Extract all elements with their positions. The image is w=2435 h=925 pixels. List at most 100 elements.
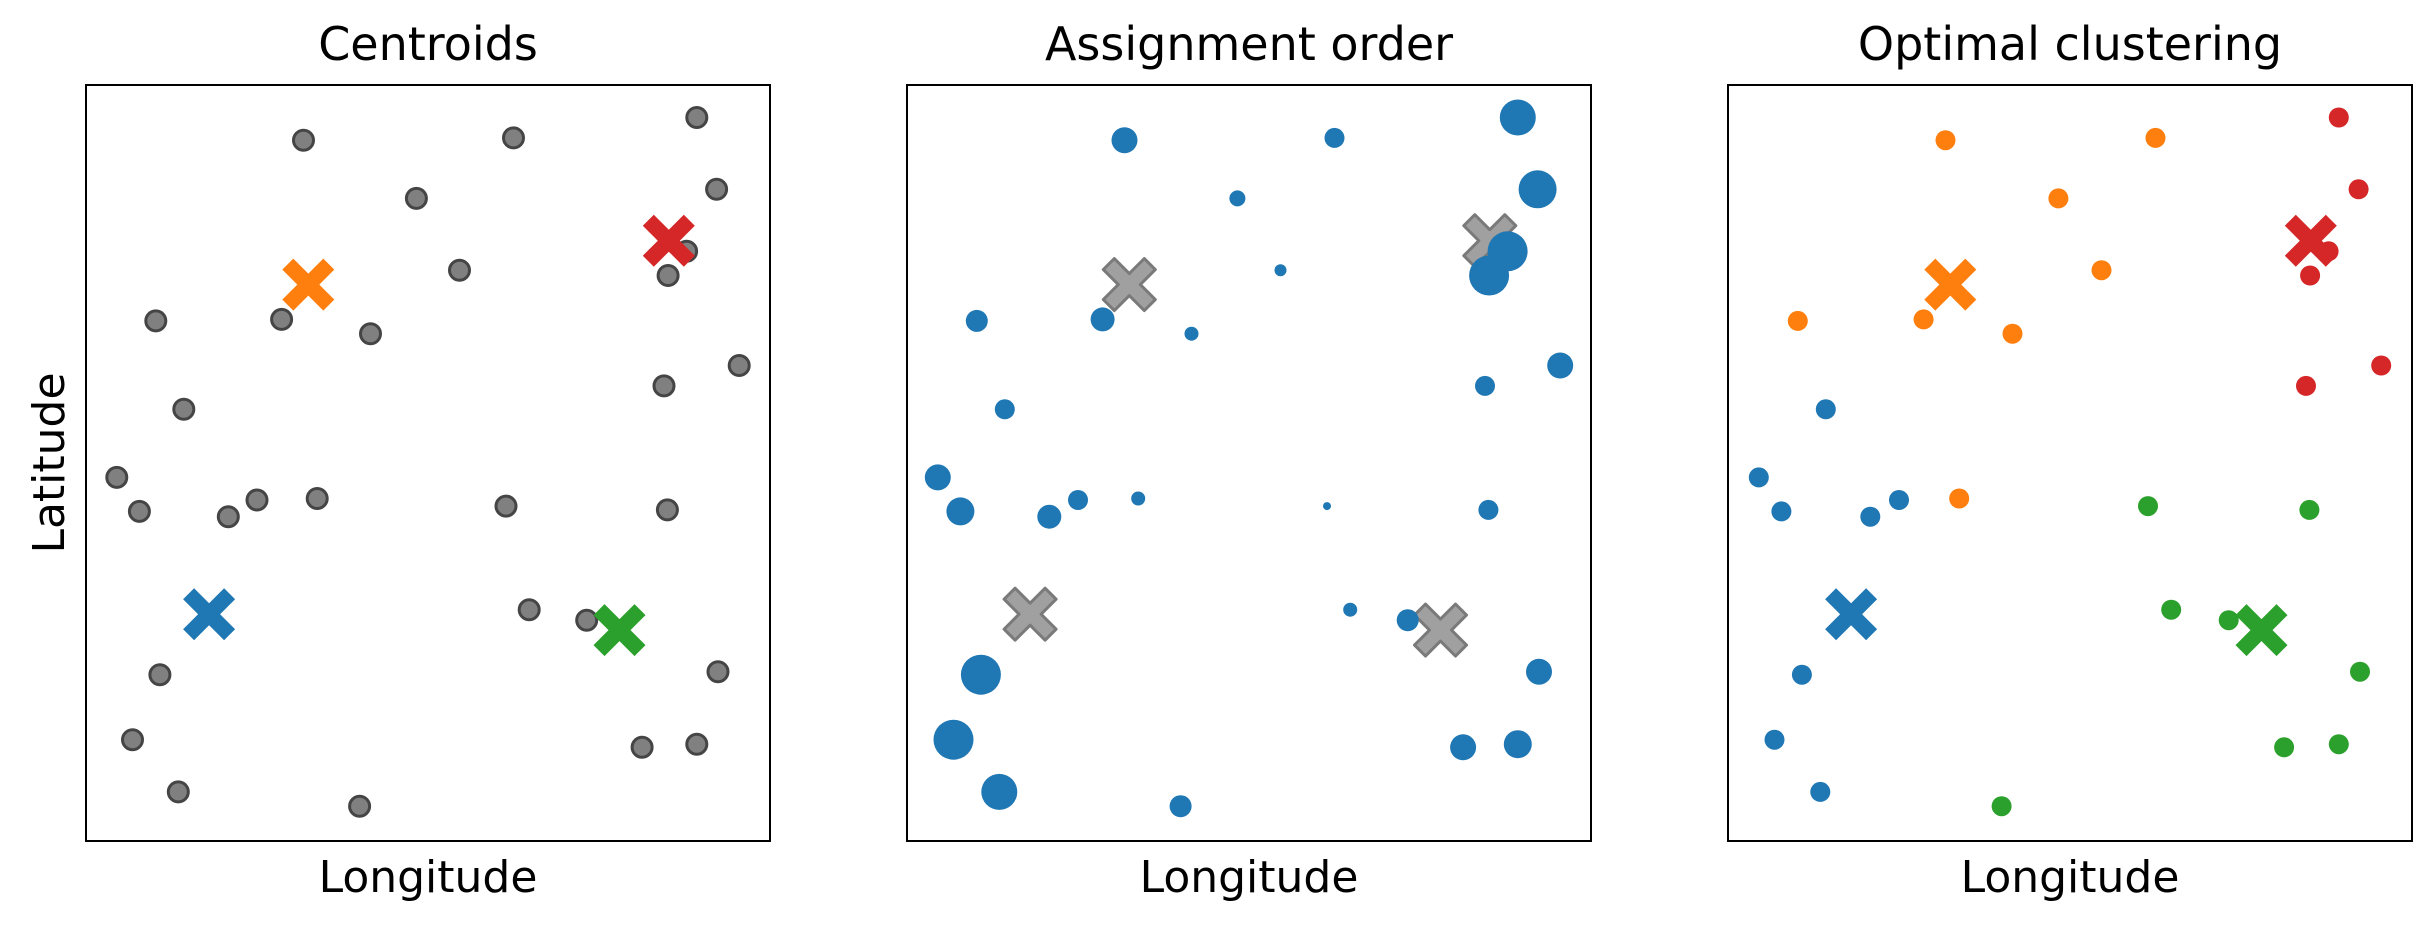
data-point bbox=[1396, 609, 1419, 632]
data-point bbox=[245, 488, 269, 512]
centroid-marker bbox=[642, 214, 695, 267]
data-point bbox=[127, 499, 151, 523]
x-axis-label: Longitude bbox=[1961, 852, 2180, 903]
data-point bbox=[2091, 260, 2112, 281]
data-point bbox=[2218, 610, 2239, 631]
panel-centroids: Centroids Longitude Latitude bbox=[24, 17, 771, 903]
marks bbox=[924, 99, 1574, 818]
data-point bbox=[121, 728, 144, 752]
marks bbox=[105, 106, 751, 818]
data-point bbox=[292, 128, 315, 152]
data-point bbox=[2274, 737, 2295, 758]
data-point bbox=[2161, 599, 2182, 620]
data-point bbox=[1748, 467, 1769, 488]
centroid-marker bbox=[1825, 588, 1878, 641]
data-point bbox=[1068, 490, 1088, 510]
data-point bbox=[630, 735, 654, 759]
data-point bbox=[105, 465, 129, 489]
data-point bbox=[946, 497, 975, 526]
data-point bbox=[1764, 729, 1785, 750]
data-point bbox=[2145, 127, 2166, 148]
data-point bbox=[575, 608, 599, 632]
data-point bbox=[216, 505, 240, 529]
chart-title: Assignment order bbox=[1045, 17, 1453, 71]
centroid-marker bbox=[593, 604, 646, 657]
data-point bbox=[1787, 310, 1808, 331]
data-point bbox=[1913, 309, 1934, 330]
data-point bbox=[685, 732, 709, 756]
data-point bbox=[2300, 265, 2321, 286]
data-point bbox=[2348, 179, 2369, 200]
data-point bbox=[305, 487, 329, 510]
chart-title: Centroids bbox=[318, 17, 538, 71]
data-point bbox=[1323, 502, 1331, 511]
data-point bbox=[1503, 730, 1532, 759]
centroid-layer bbox=[1825, 214, 2337, 657]
data-point bbox=[1791, 664, 1812, 685]
data-point bbox=[705, 177, 729, 201]
data-point bbox=[1450, 734, 1477, 761]
data-point bbox=[1274, 264, 1287, 277]
data-point bbox=[685, 106, 709, 129]
y-axis-label: Latitude bbox=[24, 372, 75, 553]
data-point bbox=[1815, 399, 1836, 420]
centroid-marker bbox=[2235, 604, 2288, 657]
data-point bbox=[166, 780, 190, 804]
panel-optimal-clustering: Optimal clustering Longitude bbox=[1727, 17, 2413, 903]
x-axis-label: Longitude bbox=[1140, 852, 1359, 903]
point-layer bbox=[105, 106, 751, 818]
data-point bbox=[981, 773, 1018, 810]
data-point bbox=[1860, 506, 1881, 527]
data-point bbox=[1526, 658, 1552, 685]
data-point bbox=[1037, 504, 1062, 529]
data-point bbox=[2299, 499, 2320, 520]
data-point bbox=[1810, 781, 1831, 802]
data-point bbox=[727, 354, 751, 377]
centroid-marker bbox=[1413, 602, 1468, 658]
panel-assignment-order: Assignment order Longitude bbox=[906, 17, 1592, 903]
data-point bbox=[924, 464, 951, 491]
data-point bbox=[2296, 375, 2316, 396]
data-point bbox=[2002, 323, 2023, 344]
data-point bbox=[1499, 99, 1536, 136]
data-point bbox=[494, 494, 518, 518]
plot-frame bbox=[85, 84, 771, 842]
data-point bbox=[2350, 661, 2370, 682]
data-point bbox=[1090, 307, 1115, 332]
data-point bbox=[1169, 795, 1192, 818]
data-point bbox=[2328, 734, 2349, 755]
data-point bbox=[1111, 127, 1138, 154]
data-point bbox=[1991, 796, 2012, 817]
data-point bbox=[960, 654, 1001, 695]
data-point bbox=[502, 126, 525, 150]
data-point bbox=[270, 307, 294, 331]
data-point bbox=[655, 498, 679, 522]
centroid-marker bbox=[2284, 214, 2337, 267]
data-point bbox=[348, 794, 372, 818]
data-point bbox=[656, 264, 680, 287]
data-point bbox=[1184, 326, 1199, 341]
data-point bbox=[706, 660, 730, 684]
centroid-marker bbox=[183, 588, 236, 641]
data-point bbox=[1478, 499, 1499, 520]
plot-frame bbox=[1727, 84, 2413, 842]
data-point bbox=[933, 719, 974, 760]
data-point bbox=[1547, 352, 1574, 379]
centroid-marker bbox=[1002, 586, 1058, 642]
centroid-marker bbox=[1101, 257, 1157, 313]
data-point bbox=[1475, 375, 1495, 396]
data-point bbox=[1889, 490, 1909, 510]
point-layer bbox=[1748, 107, 2392, 817]
data-point bbox=[517, 598, 541, 622]
point-layer bbox=[924, 99, 1574, 818]
data-point bbox=[1324, 127, 1345, 148]
data-point bbox=[2048, 188, 2069, 209]
centroid-marker bbox=[1924, 258, 1977, 311]
data-point bbox=[1949, 488, 1970, 509]
plot-frame bbox=[906, 84, 1592, 842]
centroid-layer bbox=[1002, 213, 1518, 658]
data-point bbox=[2371, 355, 2392, 376]
data-point bbox=[448, 258, 471, 282]
data-point bbox=[2328, 107, 2349, 128]
